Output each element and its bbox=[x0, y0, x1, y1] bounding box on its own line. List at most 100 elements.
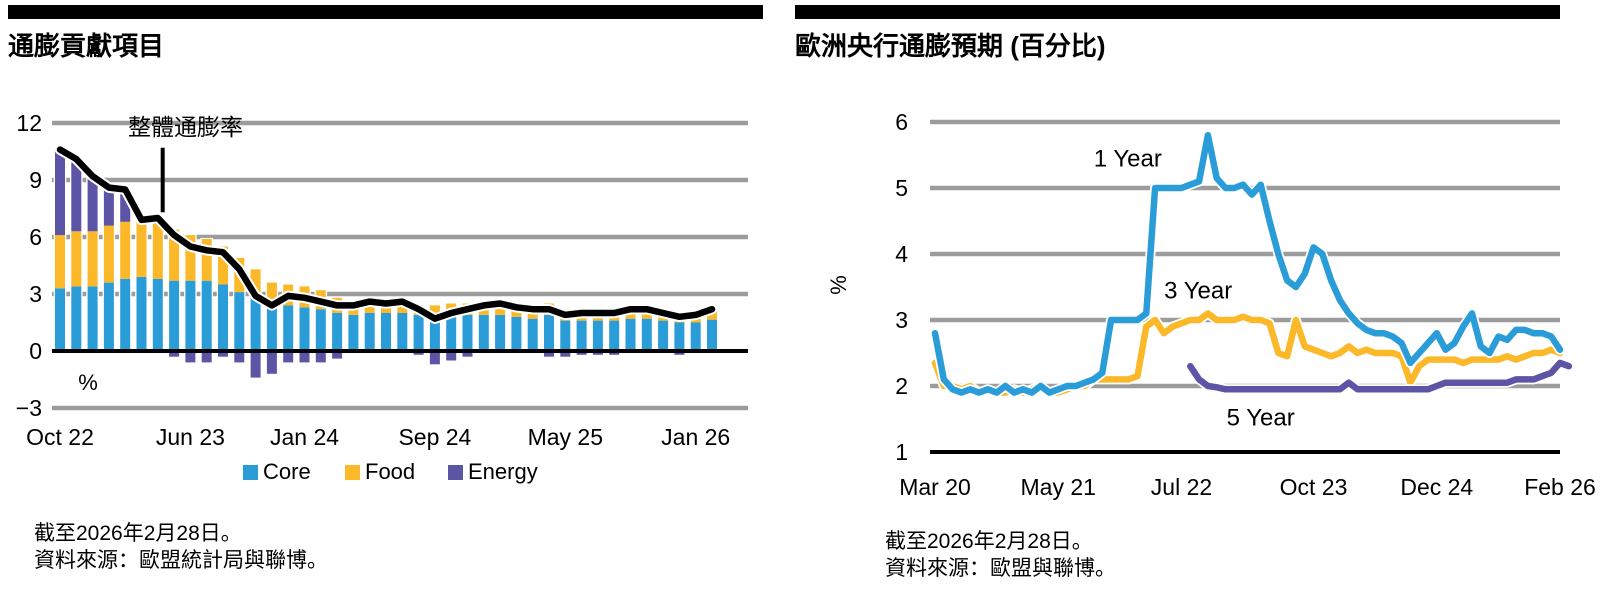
x-tick-label: Dec 24 bbox=[1400, 474, 1473, 500]
bar-core bbox=[576, 320, 587, 351]
bar-food bbox=[136, 218, 147, 277]
bar-food bbox=[169, 229, 180, 281]
bar-energy-negative bbox=[299, 351, 310, 363]
ecb-expectations-panel: 歐洲央行通膨預期 (百分比) 6 5 4 3 2 1% Mar 20 May 21 Jul 22… bbox=[790, 0, 1618, 592]
bar-energy-negative bbox=[446, 351, 457, 361]
as-of-date-right: 截至2026年2月28日。 bbox=[885, 530, 1093, 553]
bar-core bbox=[364, 313, 375, 351]
bar-core bbox=[397, 313, 408, 351]
bar-core bbox=[218, 284, 228, 351]
series-line-1-year bbox=[931, 131, 1564, 396]
bar-energy-negative bbox=[169, 351, 180, 357]
bar-core bbox=[152, 278, 163, 351]
y-tick-label: 3 bbox=[895, 307, 908, 333]
bar-core bbox=[658, 320, 669, 351]
y-tick-label: 4 bbox=[895, 241, 908, 267]
bar-core bbox=[381, 313, 391, 351]
x-tick-label: Oct 22 bbox=[26, 424, 94, 450]
series-annotation-3-year: 3 Year bbox=[1164, 277, 1232, 304]
legend-label-energy: Energy bbox=[468, 459, 538, 484]
bar-core bbox=[169, 280, 180, 351]
y-tick-label: 12 bbox=[16, 110, 42, 136]
bar-core bbox=[283, 305, 294, 351]
bar-food bbox=[495, 305, 506, 315]
x-tick-label: Jan 26 bbox=[661, 424, 730, 450]
bar-food bbox=[250, 269, 261, 296]
bar-core bbox=[234, 292, 245, 351]
legend-swatch-core bbox=[243, 465, 258, 480]
bar-core bbox=[625, 318, 636, 351]
bar-core bbox=[103, 282, 114, 351]
y-tick-label: 1 bbox=[895, 439, 908, 465]
source-note-right: 資料來源：歐盟與聯博。 bbox=[885, 557, 1116, 580]
bar-core bbox=[478, 314, 489, 351]
headline-inflation-line bbox=[56, 146, 716, 322]
source-note-left: 資料來源：歐盟統計局與聯博。 bbox=[34, 549, 328, 572]
bar-core bbox=[462, 314, 473, 351]
series-annotation-1-year: 1 Year bbox=[1094, 145, 1162, 172]
bar-food bbox=[266, 282, 277, 304]
bar-core bbox=[560, 320, 571, 351]
bar-food bbox=[364, 303, 375, 313]
legend-label-food: Food bbox=[365, 459, 415, 484]
inflation-contribution-chart: 整體通膨率 12 9 6 3 0 −3% Oct 22 Jun 23 Jan 24 Sep 24 Ma… bbox=[16, 110, 748, 484]
x-tick-label: Mar 20 bbox=[899, 474, 971, 500]
x-tick-label: Jul 22 bbox=[1151, 474, 1212, 500]
x-tick-label: Sep 24 bbox=[398, 424, 471, 450]
x-tick-label: May 25 bbox=[528, 424, 603, 450]
bar-core bbox=[120, 278, 131, 351]
bar-core bbox=[429, 314, 440, 351]
bar-core bbox=[641, 318, 652, 351]
bar-energy-negative bbox=[250, 351, 261, 378]
series-halo bbox=[930, 130, 1566, 398]
bar-energy-negative bbox=[544, 351, 554, 357]
bar-energy-negative bbox=[218, 351, 228, 357]
bar-energy-negative bbox=[560, 351, 571, 357]
bar-core bbox=[592, 320, 603, 351]
headline-annotation-label: 整體通膨率 bbox=[128, 114, 243, 140]
page-title-right: 歐洲央行通膨預期 (百分比) bbox=[795, 31, 1106, 61]
y-axis-unit-label: % bbox=[826, 275, 851, 295]
bar-energy-negative bbox=[234, 351, 245, 363]
bar-energy bbox=[87, 176, 98, 232]
bar-core bbox=[266, 303, 277, 351]
bar-energy bbox=[103, 187, 114, 226]
bar-food bbox=[55, 235, 65, 289]
x-tick-label: Jan 24 bbox=[270, 424, 339, 450]
bar-energy-negative bbox=[266, 351, 277, 374]
y-tick-label: 0 bbox=[29, 338, 42, 364]
series-halo bbox=[1185, 357, 1574, 395]
bar-food bbox=[397, 303, 408, 313]
bar-core bbox=[674, 322, 685, 351]
bar-food bbox=[185, 235, 196, 281]
bar-core bbox=[250, 295, 261, 351]
bar-food bbox=[103, 225, 114, 283]
ecb-expectations-chart: 6 5 4 3 2 1% Mar 20 May 21 Jul 22 Oct 23 Dec 24 Feb… bbox=[826, 109, 1596, 500]
y-tick-label: 6 bbox=[895, 109, 908, 135]
bar-food bbox=[71, 231, 82, 287]
bar-core bbox=[185, 280, 196, 351]
bar-core bbox=[71, 286, 82, 351]
bar-energy-negative bbox=[201, 351, 212, 363]
bar-energy-negative bbox=[315, 351, 326, 363]
x-tick-label: May 21 bbox=[1021, 474, 1096, 500]
bar-energy-negative bbox=[283, 351, 294, 363]
bar-core bbox=[348, 314, 359, 351]
bar-core bbox=[511, 316, 522, 351]
bar-food bbox=[429, 305, 440, 315]
series-annotation-5-year: 5 Year bbox=[1227, 405, 1295, 432]
bar-food bbox=[218, 246, 228, 285]
bar-energy-negative bbox=[462, 351, 473, 357]
bar-food bbox=[201, 238, 212, 281]
bar-core bbox=[690, 322, 701, 351]
bar-core bbox=[446, 314, 457, 351]
legend-swatch-energy bbox=[448, 465, 463, 480]
bar-food bbox=[87, 231, 98, 287]
y-tick-label: 3 bbox=[29, 281, 42, 307]
bar-core bbox=[87, 286, 98, 351]
bar-core bbox=[332, 313, 343, 351]
y-tick-label: 2 bbox=[895, 373, 908, 399]
y-axis-unit-label: % bbox=[78, 370, 98, 395]
inflation-contribution-panel: 通膨貢獻項目 整體通膨率 12 9 6 3 0 −3% Oct 22 Jun 23 Jan 24 S… bbox=[0, 0, 790, 592]
bar-core bbox=[413, 314, 424, 351]
